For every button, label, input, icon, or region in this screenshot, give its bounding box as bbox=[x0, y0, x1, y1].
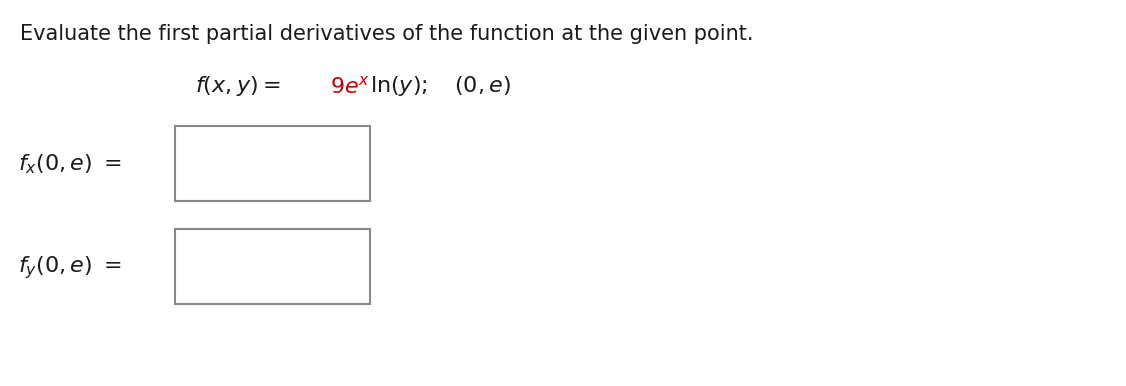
Text: Evaluate the first partial derivatives of the function at the given point.: Evaluate the first partial derivatives o… bbox=[20, 24, 753, 44]
Text: $f(x, y) = $: $f(x, y) = $ bbox=[195, 74, 280, 98]
FancyBboxPatch shape bbox=[175, 229, 370, 304]
FancyBboxPatch shape bbox=[175, 126, 370, 201]
Text: $f_y(0, e)\ =$: $f_y(0, e)\ =$ bbox=[18, 255, 122, 281]
Text: $ \ln(y);\quad (0, e)$: $ \ln(y);\quad (0, e)$ bbox=[370, 74, 511, 98]
Text: $f_x(0, e)\ =$: $f_x(0, e)\ =$ bbox=[18, 152, 122, 176]
Text: $9e^x$: $9e^x$ bbox=[330, 75, 370, 97]
